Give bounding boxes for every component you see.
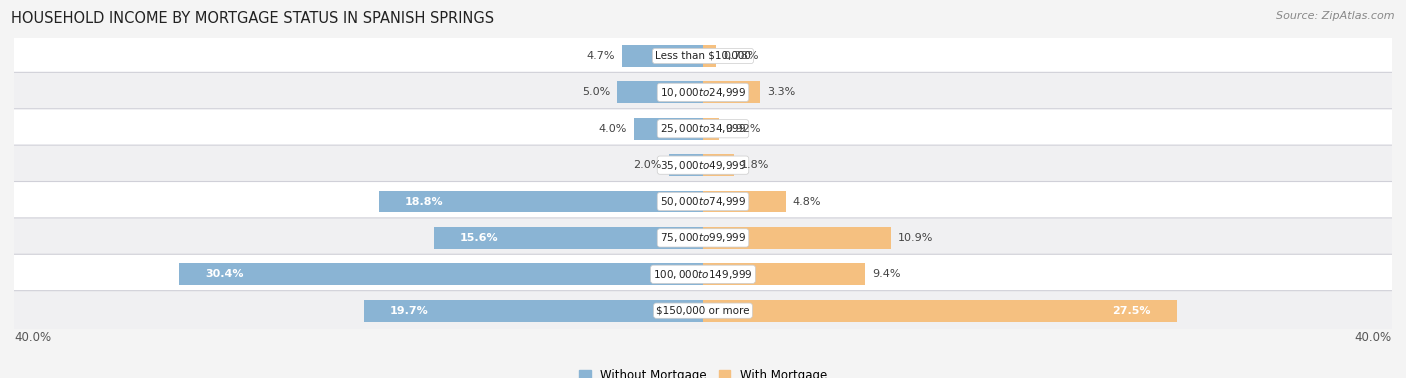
Bar [703,300,1177,322]
Text: $35,000 to $49,999: $35,000 to $49,999 [659,159,747,172]
Text: 40.0%: 40.0% [1355,331,1392,344]
Text: $100,000 to $149,999: $100,000 to $149,999 [654,268,752,281]
Text: 9.4%: 9.4% [872,269,900,279]
Text: $25,000 to $34,999: $25,000 to $34,999 [659,122,747,135]
Legend: Without Mortgage, With Mortgage: Without Mortgage, With Mortgage [574,364,832,378]
Bar [703,227,891,249]
FancyBboxPatch shape [4,218,1402,258]
FancyBboxPatch shape [4,72,1402,112]
Text: 27.5%: 27.5% [1112,306,1152,316]
Text: 15.6%: 15.6% [460,233,499,243]
Bar [703,45,717,67]
Text: 4.7%: 4.7% [586,51,616,61]
Bar [434,227,703,249]
Bar [364,300,703,322]
FancyBboxPatch shape [4,145,1402,185]
Bar [617,82,703,103]
Bar [703,154,734,176]
Text: $50,000 to $74,999: $50,000 to $74,999 [659,195,747,208]
Bar [621,45,703,67]
FancyBboxPatch shape [4,181,1402,222]
Text: Less than $10,000: Less than $10,000 [655,51,751,61]
Text: 2.0%: 2.0% [633,160,662,170]
Text: 4.8%: 4.8% [793,197,821,206]
FancyBboxPatch shape [4,36,1402,76]
FancyBboxPatch shape [4,109,1402,149]
Text: 0.78%: 0.78% [723,51,759,61]
Bar [703,263,865,285]
Text: 1.8%: 1.8% [741,160,769,170]
Bar [703,191,786,212]
FancyBboxPatch shape [4,291,1402,331]
Text: HOUSEHOLD INCOME BY MORTGAGE STATUS IN SPANISH SPRINGS: HOUSEHOLD INCOME BY MORTGAGE STATUS IN S… [11,11,495,26]
Text: 18.8%: 18.8% [405,197,444,206]
Text: $10,000 to $24,999: $10,000 to $24,999 [659,86,747,99]
Bar [180,263,703,285]
Bar [669,154,703,176]
Bar [703,118,718,140]
Text: Source: ZipAtlas.com: Source: ZipAtlas.com [1277,11,1395,21]
Bar [380,191,703,212]
Text: 4.0%: 4.0% [599,124,627,134]
FancyBboxPatch shape [4,254,1402,294]
Text: 40.0%: 40.0% [14,331,51,344]
Bar [634,118,703,140]
Text: 5.0%: 5.0% [582,87,610,98]
Text: 0.92%: 0.92% [725,124,761,134]
Bar [703,82,759,103]
Text: $75,000 to $99,999: $75,000 to $99,999 [659,231,747,245]
Text: 19.7%: 19.7% [389,306,429,316]
Text: 10.9%: 10.9% [897,233,934,243]
Text: 3.3%: 3.3% [766,87,794,98]
Text: 30.4%: 30.4% [205,269,243,279]
Text: $150,000 or more: $150,000 or more [657,306,749,316]
